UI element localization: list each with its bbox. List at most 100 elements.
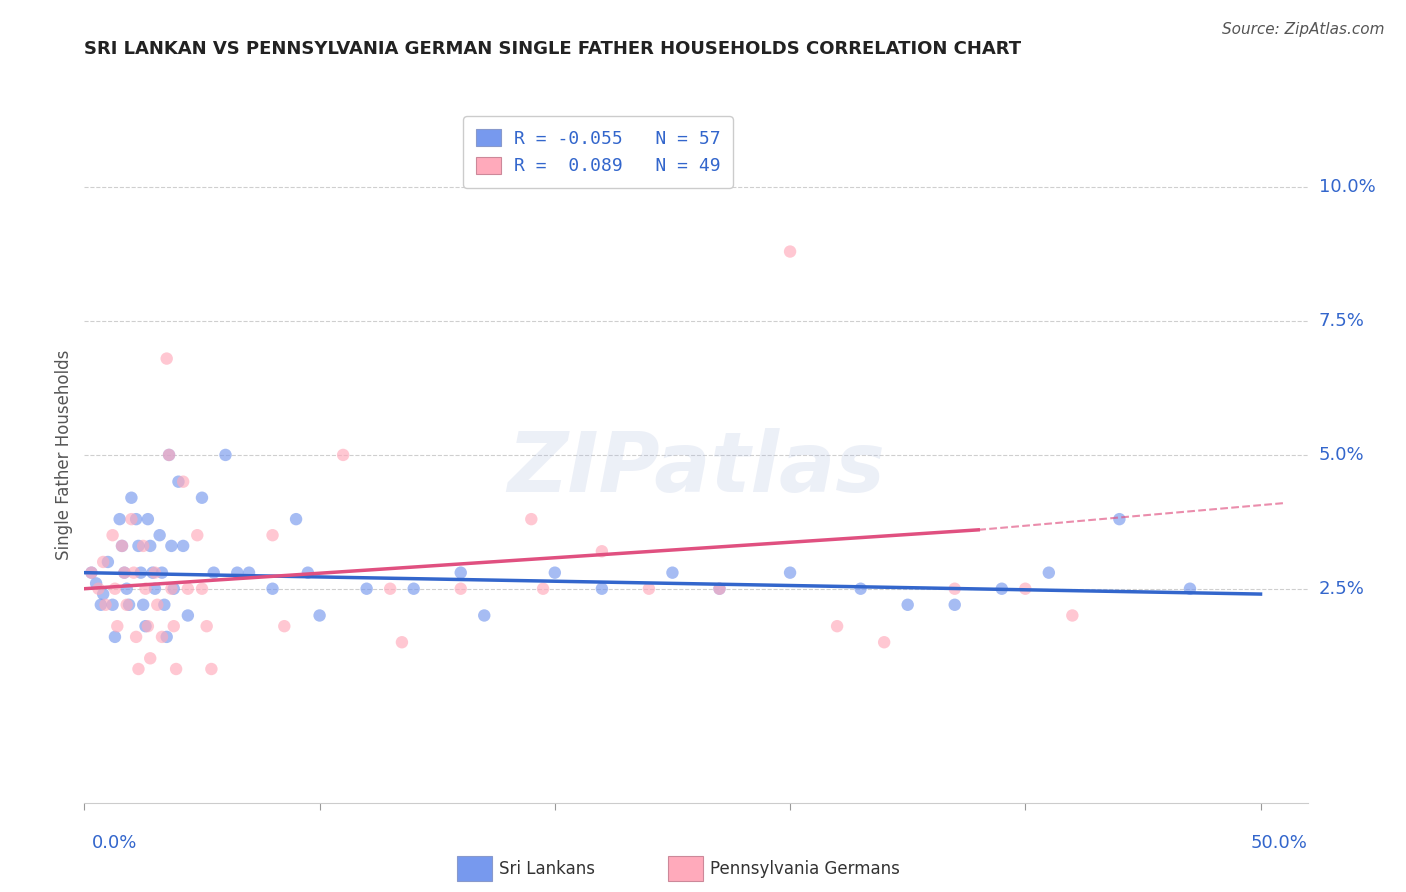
- Point: [118, 598, 141, 612]
- Point: [163, 619, 186, 633]
- Point: [143, 566, 166, 580]
- Point: [402, 582, 425, 596]
- Point: [661, 566, 683, 580]
- Point: [135, 619, 156, 633]
- Point: [262, 582, 284, 596]
- Point: [132, 539, 155, 553]
- Point: [108, 512, 131, 526]
- Point: [156, 351, 179, 366]
- Point: [544, 566, 567, 580]
- Point: [308, 608, 330, 623]
- Point: [191, 582, 214, 596]
- Point: [136, 512, 159, 526]
- Point: [1014, 582, 1036, 596]
- Point: [226, 566, 249, 580]
- Point: [391, 635, 413, 649]
- Point: [214, 448, 236, 462]
- Point: [1178, 582, 1201, 596]
- Point: [115, 582, 138, 596]
- Point: [591, 544, 613, 558]
- Point: [167, 475, 190, 489]
- Point: [177, 582, 200, 596]
- Text: Sri Lankans: Sri Lankans: [499, 860, 595, 878]
- Point: [202, 566, 225, 580]
- Point: [531, 582, 554, 596]
- Point: [112, 566, 135, 580]
- Point: [186, 528, 208, 542]
- Point: [91, 555, 114, 569]
- Point: [127, 662, 149, 676]
- Point: [139, 539, 162, 553]
- Point: [84, 576, 107, 591]
- Point: [87, 582, 110, 596]
- Point: [122, 566, 145, 580]
- Text: 5.0%: 5.0%: [1319, 446, 1364, 464]
- Point: [297, 566, 319, 580]
- Point: [943, 582, 966, 596]
- Point: [153, 598, 176, 612]
- Point: [90, 598, 112, 612]
- Point: [97, 555, 120, 569]
- Point: [146, 598, 169, 612]
- Point: [709, 582, 731, 596]
- Point: [160, 582, 183, 596]
- Text: 10.0%: 10.0%: [1319, 178, 1375, 196]
- Point: [591, 582, 613, 596]
- Point: [125, 512, 148, 526]
- Point: [112, 566, 135, 580]
- Point: [1108, 512, 1130, 526]
- Point: [779, 566, 801, 580]
- Point: [356, 582, 378, 596]
- Y-axis label: Single Father Households: Single Father Households: [55, 350, 73, 560]
- Point: [172, 475, 194, 489]
- Point: [709, 582, 731, 596]
- Point: [191, 491, 214, 505]
- Point: [101, 598, 124, 612]
- Point: [332, 448, 354, 462]
- Point: [172, 539, 194, 553]
- Point: [262, 528, 284, 542]
- Point: [105, 619, 128, 633]
- Point: [165, 662, 187, 676]
- Point: [157, 448, 180, 462]
- Text: 50.0%: 50.0%: [1251, 834, 1308, 852]
- Point: [143, 582, 166, 596]
- Text: Pennsylvania Germans: Pennsylvania Germans: [710, 860, 900, 878]
- Text: 2.5%: 2.5%: [1319, 580, 1365, 598]
- Point: [80, 566, 103, 580]
- Text: Source: ZipAtlas.com: Source: ZipAtlas.com: [1222, 22, 1385, 37]
- Point: [200, 662, 222, 676]
- Point: [450, 582, 472, 596]
- Point: [825, 619, 848, 633]
- Point: [94, 598, 117, 612]
- Point: [150, 630, 173, 644]
- Point: [80, 566, 103, 580]
- Point: [111, 539, 134, 553]
- Point: [120, 491, 142, 505]
- Point: [129, 566, 152, 580]
- Point: [125, 630, 148, 644]
- Point: [238, 566, 260, 580]
- Point: [104, 582, 127, 596]
- Point: [142, 566, 165, 580]
- Point: [120, 512, 142, 526]
- Point: [149, 528, 172, 542]
- Point: [990, 582, 1012, 596]
- Point: [177, 608, 200, 623]
- Point: [943, 598, 966, 612]
- Point: [779, 244, 801, 259]
- Point: [195, 619, 218, 633]
- Text: ZIPatlas: ZIPatlas: [508, 428, 884, 509]
- Point: [873, 635, 896, 649]
- Point: [638, 582, 661, 596]
- Point: [1038, 566, 1060, 580]
- Point: [285, 512, 308, 526]
- Point: [156, 630, 179, 644]
- Point: [849, 582, 872, 596]
- Text: SRI LANKAN VS PENNSYLVANIA GERMAN SINGLE FATHER HOUSEHOLDS CORRELATION CHART: SRI LANKAN VS PENNSYLVANIA GERMAN SINGLE…: [84, 40, 1022, 58]
- Point: [157, 448, 180, 462]
- Point: [380, 582, 402, 596]
- Point: [472, 608, 495, 623]
- Text: 7.5%: 7.5%: [1319, 312, 1365, 330]
- Point: [104, 630, 127, 644]
